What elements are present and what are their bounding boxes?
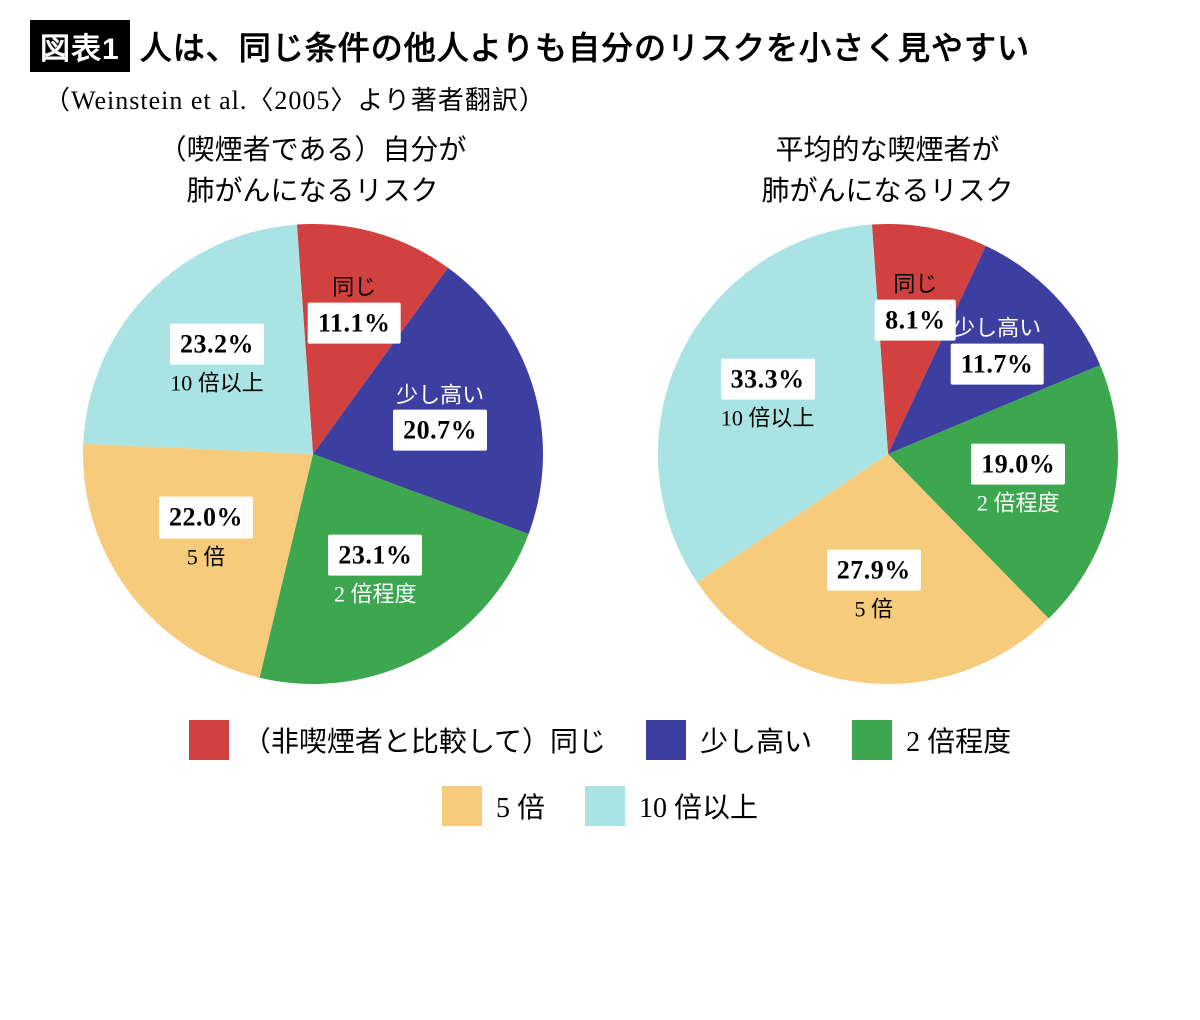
- figure-title: 人は、同じ条件の他人よりも自分のリスクを小さく見やすい: [140, 23, 1030, 69]
- chart-left-title-line1: （喫煙者である）自分が: [159, 135, 467, 166]
- chart-left: （喫煙者である）自分が 肺がんになるリスク 同じ11.1% 少し高い20.7% 23…: [43, 131, 583, 684]
- legend-label-ten_plus: 10 倍以上: [639, 786, 758, 826]
- legend-label-slightly_higher: 少し高い: [700, 720, 812, 760]
- figure-badge: 図表1: [30, 20, 130, 72]
- slice-pct-five: 22.0%: [159, 497, 253, 538]
- slice-pct-ten_plus: 33.3%: [721, 358, 815, 399]
- legend-swatch-same: [189, 720, 229, 760]
- legend-swatch-twice: [852, 720, 892, 760]
- chart-right-title-line1: 平均的な喫煙者が: [775, 135, 999, 166]
- slice-pct-five: 27.9%: [827, 549, 921, 590]
- slice-name-slightly_higher: 少し高い: [393, 380, 487, 410]
- legend-label-twice: 2 倍程度: [906, 720, 1011, 760]
- pie-chart-right: 同じ8.1%少し高い11.7% 19.0% 2 倍程度 27.9% 5 倍 33.3% 10…: [658, 224, 1118, 684]
- chart-right-title: 平均的な喫煙者が 肺がんになるリスク: [618, 131, 1158, 212]
- slice-label-five: 27.9% 5 倍: [827, 549, 921, 624]
- figure-subtitle: （Weinstein et al.〈2005〉より著者翻訳）: [44, 80, 1170, 117]
- slice-name-slightly_higher: 少し高い: [951, 314, 1044, 344]
- slice-label-same: 同じ8.1%: [875, 270, 956, 341]
- slice-name-same: 同じ: [875, 270, 956, 300]
- slice-name-twice: 2 倍程度: [328, 580, 422, 610]
- slice-label-ten_plus: 33.3% 10 倍以上: [721, 358, 815, 433]
- slice-name-five: 5 倍: [159, 542, 253, 572]
- legend-swatch-five: [442, 786, 482, 826]
- slice-label-slightly_higher: 少し高い11.7%: [951, 314, 1044, 385]
- slice-pct-same: 8.1%: [875, 299, 956, 340]
- legend-item-twice: 2 倍程度: [852, 720, 1011, 760]
- slice-pct-slightly_higher: 11.7%: [951, 343, 1044, 384]
- slice-label-twice: 23.1% 2 倍程度: [328, 534, 422, 609]
- chart-left-title-line2: 肺がんになるリスク: [186, 176, 438, 207]
- legend-swatch-ten_plus: [585, 786, 625, 826]
- slice-label-twice: 19.0% 2 倍程度: [971, 443, 1065, 518]
- figure-header: 図表1 人は、同じ条件の他人よりも自分のリスクを小さく見やすい: [30, 20, 1170, 72]
- slice-name-ten_plus: 10 倍以上: [170, 369, 264, 399]
- slice-label-ten_plus: 23.2% 10 倍以上: [170, 324, 264, 399]
- slice-label-five: 22.0% 5 倍: [159, 497, 253, 572]
- slice-name-twice: 2 倍程度: [971, 488, 1065, 518]
- legend-item-slightly_higher: 少し高い: [646, 720, 812, 760]
- chart-left-title: （喫煙者である）自分が 肺がんになるリスク: [43, 131, 583, 212]
- legend-item-same: （非喫煙者と比較して）同じ: [189, 720, 606, 760]
- slice-pct-same: 11.1%: [308, 303, 401, 344]
- pie-chart-left: 同じ11.1% 少し高い20.7% 23.1% 2 倍程度 22.0% 5 倍 23.2% 1…: [83, 224, 543, 684]
- chart-right: 平均的な喫煙者が 肺がんになるリスク 同じ8.1%少し高い11.7% 19.0% 2…: [618, 131, 1158, 684]
- slice-pct-slightly_higher: 20.7%: [393, 410, 487, 451]
- legend-label-five: 5 倍: [496, 786, 545, 826]
- charts-container: （喫煙者である）自分が 肺がんになるリスク 同じ11.1%少し高い20.7%23…: [30, 131, 1170, 684]
- slice-pct-twice: 19.0%: [971, 443, 1065, 484]
- slice-name-ten_plus: 10 倍以上: [721, 403, 815, 433]
- slice-name-five: 5 倍: [827, 595, 921, 625]
- legend-item-ten_plus: 10 倍以上: [585, 786, 758, 826]
- legend: （非喫煙者と比較して）同じ 少し高い 2 倍程度 5 倍 10 倍以上: [125, 720, 1075, 826]
- slice-pct-twice: 23.1%: [328, 534, 422, 575]
- slice-pct-ten_plus: 23.2%: [170, 324, 264, 365]
- legend-label-same: （非喫煙者と比較して）同じ: [243, 720, 606, 760]
- legend-swatch-slightly_higher: [646, 720, 686, 760]
- legend-item-five: 5 倍: [442, 786, 545, 826]
- slice-label-same: 同じ11.1%: [308, 273, 401, 344]
- slice-label-slightly_higher: 少し高い20.7%: [393, 380, 487, 451]
- chart-right-title-line2: 肺がんになるリスク: [761, 176, 1013, 207]
- slice-name-same: 同じ: [308, 273, 401, 303]
